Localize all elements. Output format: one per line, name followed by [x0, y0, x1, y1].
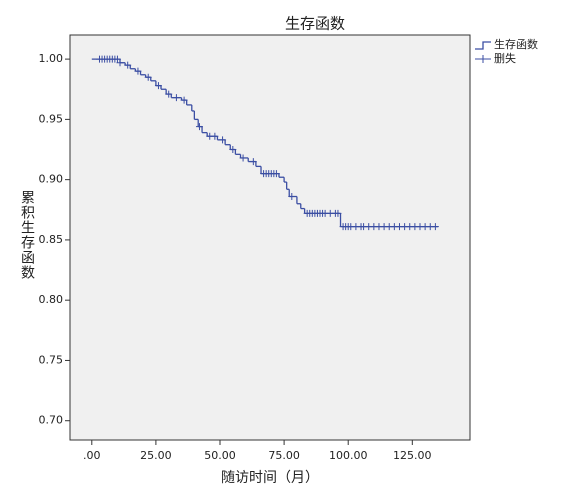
censor-mark — [124, 61, 132, 69]
x-tick-label: 50.00 — [204, 449, 236, 462]
chart-title: 生存函数 — [285, 15, 345, 33]
y-tick-label: 0.70 — [39, 414, 64, 427]
censor-mark — [239, 154, 247, 162]
censor-mark — [195, 123, 203, 131]
censor-mark — [172, 94, 180, 102]
censor-mark — [144, 73, 152, 81]
legend-icon — [475, 41, 491, 50]
plot-area — [69, 34, 471, 441]
x-axis-label: 随访时间（月） — [221, 470, 319, 486]
y-tick-label: 0.90 — [39, 173, 64, 186]
censor-mark — [272, 170, 280, 178]
censor-mark — [165, 90, 173, 98]
x-tick-label: 25.00 — [140, 449, 172, 462]
censor-mark — [134, 67, 142, 75]
censor-mark — [180, 96, 188, 104]
x-tick-label: 125.00 — [393, 449, 432, 462]
censor-mark — [229, 146, 237, 154]
y-tick-label: 0.85 — [39, 233, 64, 246]
x-tick-label: 75.00 — [268, 449, 300, 462]
censor-mark — [334, 209, 342, 217]
x-tick-label: 100.00 — [329, 449, 368, 462]
y-axis-label: 累积生存函数 — [19, 190, 35, 280]
censor-mark — [116, 59, 124, 67]
censor-mark — [154, 82, 162, 90]
legend-icon — [475, 55, 491, 63]
y-tick-label: 0.80 — [39, 293, 64, 306]
x-tick-label: .00 — [83, 449, 101, 462]
legend-label: 删失 — [494, 52, 516, 65]
y-tick-label: 0.95 — [39, 112, 64, 125]
censor-mark — [249, 158, 257, 166]
y-tick-label: 0.75 — [39, 353, 64, 366]
y-tick-label: 1.00 — [39, 52, 64, 65]
censor-mark — [211, 132, 219, 140]
censor-mark — [288, 193, 296, 201]
censor-mark — [431, 223, 439, 231]
censor-mark — [219, 136, 227, 144]
censor-mark — [113, 55, 121, 63]
legend-label: 生存函数 — [494, 37, 538, 51]
